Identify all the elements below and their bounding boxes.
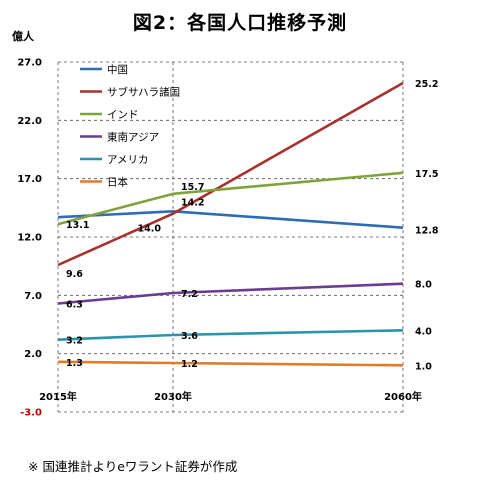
y-tick-label: 22.0 — [17, 116, 42, 127]
data-label: 4.0 — [415, 326, 432, 337]
data-label: 3.6 — [181, 331, 198, 342]
data-label: 8.0 — [415, 280, 432, 291]
series-line — [57, 329, 404, 341]
data-label: 9.6 — [66, 269, 83, 280]
y-tick-label: 17.0 — [17, 174, 42, 185]
gridlines — [57, 61, 404, 413]
data-label: 1.2 — [181, 359, 198, 370]
x-tick-label: 2060年 — [384, 390, 422, 403]
series-line — [57, 282, 404, 305]
data-label: 14.2 — [181, 197, 204, 208]
data-labels: 14.2 12.8 9.6 14.0 25.2 13.1 15.7 17.5 6.3 7.2 8.0… — [66, 79, 439, 372]
y-tick-label: -3.0 — [20, 408, 42, 419]
legend-entry: サブサハラ諸国 — [107, 86, 180, 99]
legend-entry: 東南アジア — [107, 131, 159, 144]
data-label: 6.3 — [66, 300, 83, 311]
x-tick-label: 2015年 — [39, 390, 77, 403]
y-tick-label: 7.0 — [24, 291, 42, 302]
data-label: 1.3 — [66, 358, 83, 369]
series-lines — [57, 81, 404, 367]
data-label: 7.2 — [181, 289, 198, 300]
y-tick-label: 12.0 — [17, 233, 42, 244]
axes: 27.0 22.0 17.0 12.0 7.0 2.0 -3.0 2015年 2030年 2060… — [17, 58, 422, 419]
series-line — [57, 210, 404, 229]
y-tick-label: 27.0 — [17, 58, 42, 69]
x-tick-label: 2030年 — [154, 390, 192, 403]
legend-entry: 日本 — [107, 176, 128, 189]
series-line — [57, 360, 404, 367]
data-label: 1.0 — [415, 361, 432, 372]
chart-title: 図2：各国人口推移予測 — [132, 12, 348, 34]
data-label: 3.2 — [66, 336, 83, 347]
data-label: 17.5 — [415, 169, 438, 180]
data-label: 25.2 — [415, 79, 438, 90]
source-note: ※ 国連推計よりeワラント証券が作成 — [28, 459, 238, 474]
data-label: 12.8 — [415, 226, 439, 237]
data-label: 14.0 — [138, 224, 162, 235]
legend-entry: アメリカ — [107, 154, 148, 166]
data-label: 13.1 — [66, 220, 89, 231]
data-label: 15.7 — [181, 182, 204, 193]
legend-entry: インド — [107, 109, 139, 121]
series-line — [57, 81, 404, 267]
series-line — [57, 171, 404, 226]
y-tick-label: 2.0 — [24, 349, 42, 360]
legend-entry: 中国 — [107, 63, 128, 76]
y-axis-unit-label: 億人 — [12, 29, 35, 43]
